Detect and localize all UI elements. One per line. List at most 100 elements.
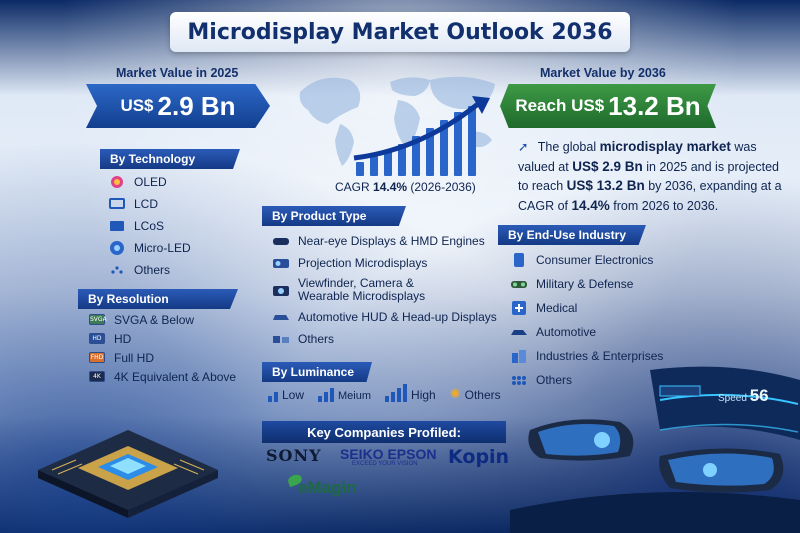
market-2036-label: Market Value by 2036: [540, 66, 666, 80]
luminance-item-label: Meium: [338, 390, 372, 402]
list-item: Automotive HUD & Head-up Displays: [272, 306, 497, 328]
by-end-use-heading: By End-Use Industry: [498, 225, 646, 245]
4k-icon: 4K: [88, 370, 106, 384]
list-item: Projection Microdisplays: [272, 252, 497, 274]
microchip-illustration: [38, 430, 218, 518]
product-item-label: Viewfinder, Camera & Wearable Microdispl…: [298, 276, 426, 303]
grid-dots-icon: [510, 373, 528, 387]
low-bars-icon: [268, 392, 278, 402]
desc-text-1: The global: [537, 140, 597, 154]
medical-icon: [510, 301, 528, 315]
seiko-epson-logo: SEIKO EPSON: [340, 446, 437, 462]
tech-item-label: Micro-LED: [134, 241, 191, 255]
product-item-label: Automotive HUD & Head-up Displays: [298, 310, 497, 324]
title-banner: Microdisplay Market Outlook 2036: [170, 12, 630, 52]
tech-item-label: Others: [134, 263, 171, 277]
end-use-item-label: Automotive: [536, 325, 597, 339]
emagin-logo: eMagin: [298, 478, 357, 497]
list-item: HD HD: [88, 329, 236, 348]
tech-item-label: OLED: [134, 175, 167, 189]
desc-bold-2: US$ 2.9 Bn: [572, 158, 643, 174]
list-item: LCD: [108, 193, 191, 215]
product-item-label: Near-eye Displays & HMD Engines: [298, 234, 485, 248]
hd-icon: HD: [88, 332, 106, 346]
list-item: Micro-LED: [108, 237, 191, 259]
smartphone-icon: [510, 253, 528, 267]
kopin-logo: Kopin: [448, 446, 510, 468]
medium-bars-icon: [318, 388, 335, 402]
ar-headset-dashboard-illustration: [510, 366, 800, 533]
by-resolution-heading: By Resolution: [78, 289, 238, 309]
resolution-item-label: Full HD: [114, 350, 155, 365]
end-use-item-label: Military & Defense: [536, 277, 634, 291]
speed-value: 56: [749, 386, 769, 405]
by-technology-heading: By Technology: [100, 149, 240, 169]
cagr-period: (2026-2036): [410, 180, 476, 194]
list-item: Near-eye Displays & HMD Engines: [272, 230, 497, 252]
cagr-text: CAGR 14.4% (2026-2036): [335, 180, 476, 194]
projector-icon: [272, 256, 290, 270]
list-item: Others: [108, 259, 191, 281]
page-title: Microdisplay Market Outlook 2036: [187, 19, 613, 45]
list-item: SVGA SVGA & Below: [88, 310, 236, 329]
car-icon: [510, 325, 528, 339]
car-icon: [272, 310, 290, 324]
desc-bold-4: 14.4%: [571, 197, 610, 213]
list-item: OLED: [108, 171, 191, 193]
vr-headset-icon: [272, 234, 290, 248]
product-item-label: Projection Microdisplays: [298, 256, 428, 270]
high-bars-icon: [385, 384, 408, 402]
market-description: ➚ The global microdisplay market was val…: [518, 137, 788, 215]
sony-logo: SONY: [266, 446, 322, 465]
by-product-type-heading: By Product Type: [262, 206, 406, 226]
luminance-item-label: Low: [282, 388, 305, 402]
military-goggles-icon: [510, 277, 528, 291]
list-item: Industries & Enterprises: [510, 345, 663, 367]
list-item: Others: [510, 369, 663, 391]
market-2025-prefix: US$: [120, 96, 154, 115]
market-2025-ribbon: US$ 2.9 Bn: [86, 84, 270, 128]
desc-text-3: in 2025 and is projected to reach: [518, 159, 779, 194]
resolution-list: SVGA SVGA & Below HD HD FHD Full HD 4K 4…: [88, 310, 236, 386]
market-2036-prefix: Reach US$: [515, 96, 605, 115]
list-item: Viewfinder, Camera & Wearable Microdispl…: [272, 274, 497, 306]
list-item: Low: [268, 388, 304, 402]
cagr-label: CAGR: [335, 180, 370, 194]
arrow-icon: ➚: [518, 140, 529, 154]
list-item: LCoS: [108, 215, 191, 237]
list-item: Automotive: [510, 321, 663, 343]
resolution-item-label: HD: [114, 331, 132, 346]
resolution-item-label: SVGA & Below: [114, 312, 195, 327]
desc-text-2: was valued at: [518, 140, 757, 174]
end-use-item-label: Industries & Enterprises: [536, 349, 664, 363]
buildings-icon: [510, 349, 528, 363]
list-item: 4K 4K Equivalent & Above: [88, 367, 236, 386]
end-use-item-label: Consumer Electronics: [536, 253, 654, 267]
seiko-epson-tagline: EXCEED YOUR VISION: [352, 461, 418, 467]
luminance-list: Low Meium High ✺ Others: [268, 384, 501, 402]
list-item: Military & Defense: [510, 273, 663, 295]
list-item: Consumer Electronics: [510, 249, 663, 271]
market-2025-value: 2.9 Bn: [157, 90, 236, 121]
list-item: ✺ Others: [450, 386, 501, 402]
camera-icon: [272, 283, 290, 297]
desc-text-5: from 2026 to 2036.: [613, 198, 719, 213]
product-type-list: Near-eye Displays & HMD Engines Projecti…: [272, 230, 497, 350]
product-item-label: Others: [298, 332, 335, 346]
svga-icon: SVGA: [89, 314, 107, 325]
desc-bold-3: US$ 13.2 Bn: [566, 178, 645, 194]
end-use-item-label: Medical: [536, 301, 578, 315]
market-2025-label: Market Value in 2025: [116, 66, 239, 80]
cagr-value: 14.4%: [373, 180, 408, 194]
tech-item-label: LCoS: [134, 219, 165, 233]
full-hd-icon: FHD: [89, 352, 105, 363]
end-use-item-label: Others: [536, 373, 573, 387]
micro-led-icon: [108, 241, 126, 255]
market-2036-ribbon: Reach US$ 13.2 Bn: [500, 84, 716, 128]
luminance-item-label: High: [411, 388, 436, 402]
speed-label: Speed: [718, 393, 747, 404]
market-2036-value: 13.2 Bn: [608, 90, 701, 121]
list-item: Others: [272, 328, 497, 350]
list-item: Medical: [510, 297, 663, 319]
lcos-icon: [108, 219, 126, 233]
